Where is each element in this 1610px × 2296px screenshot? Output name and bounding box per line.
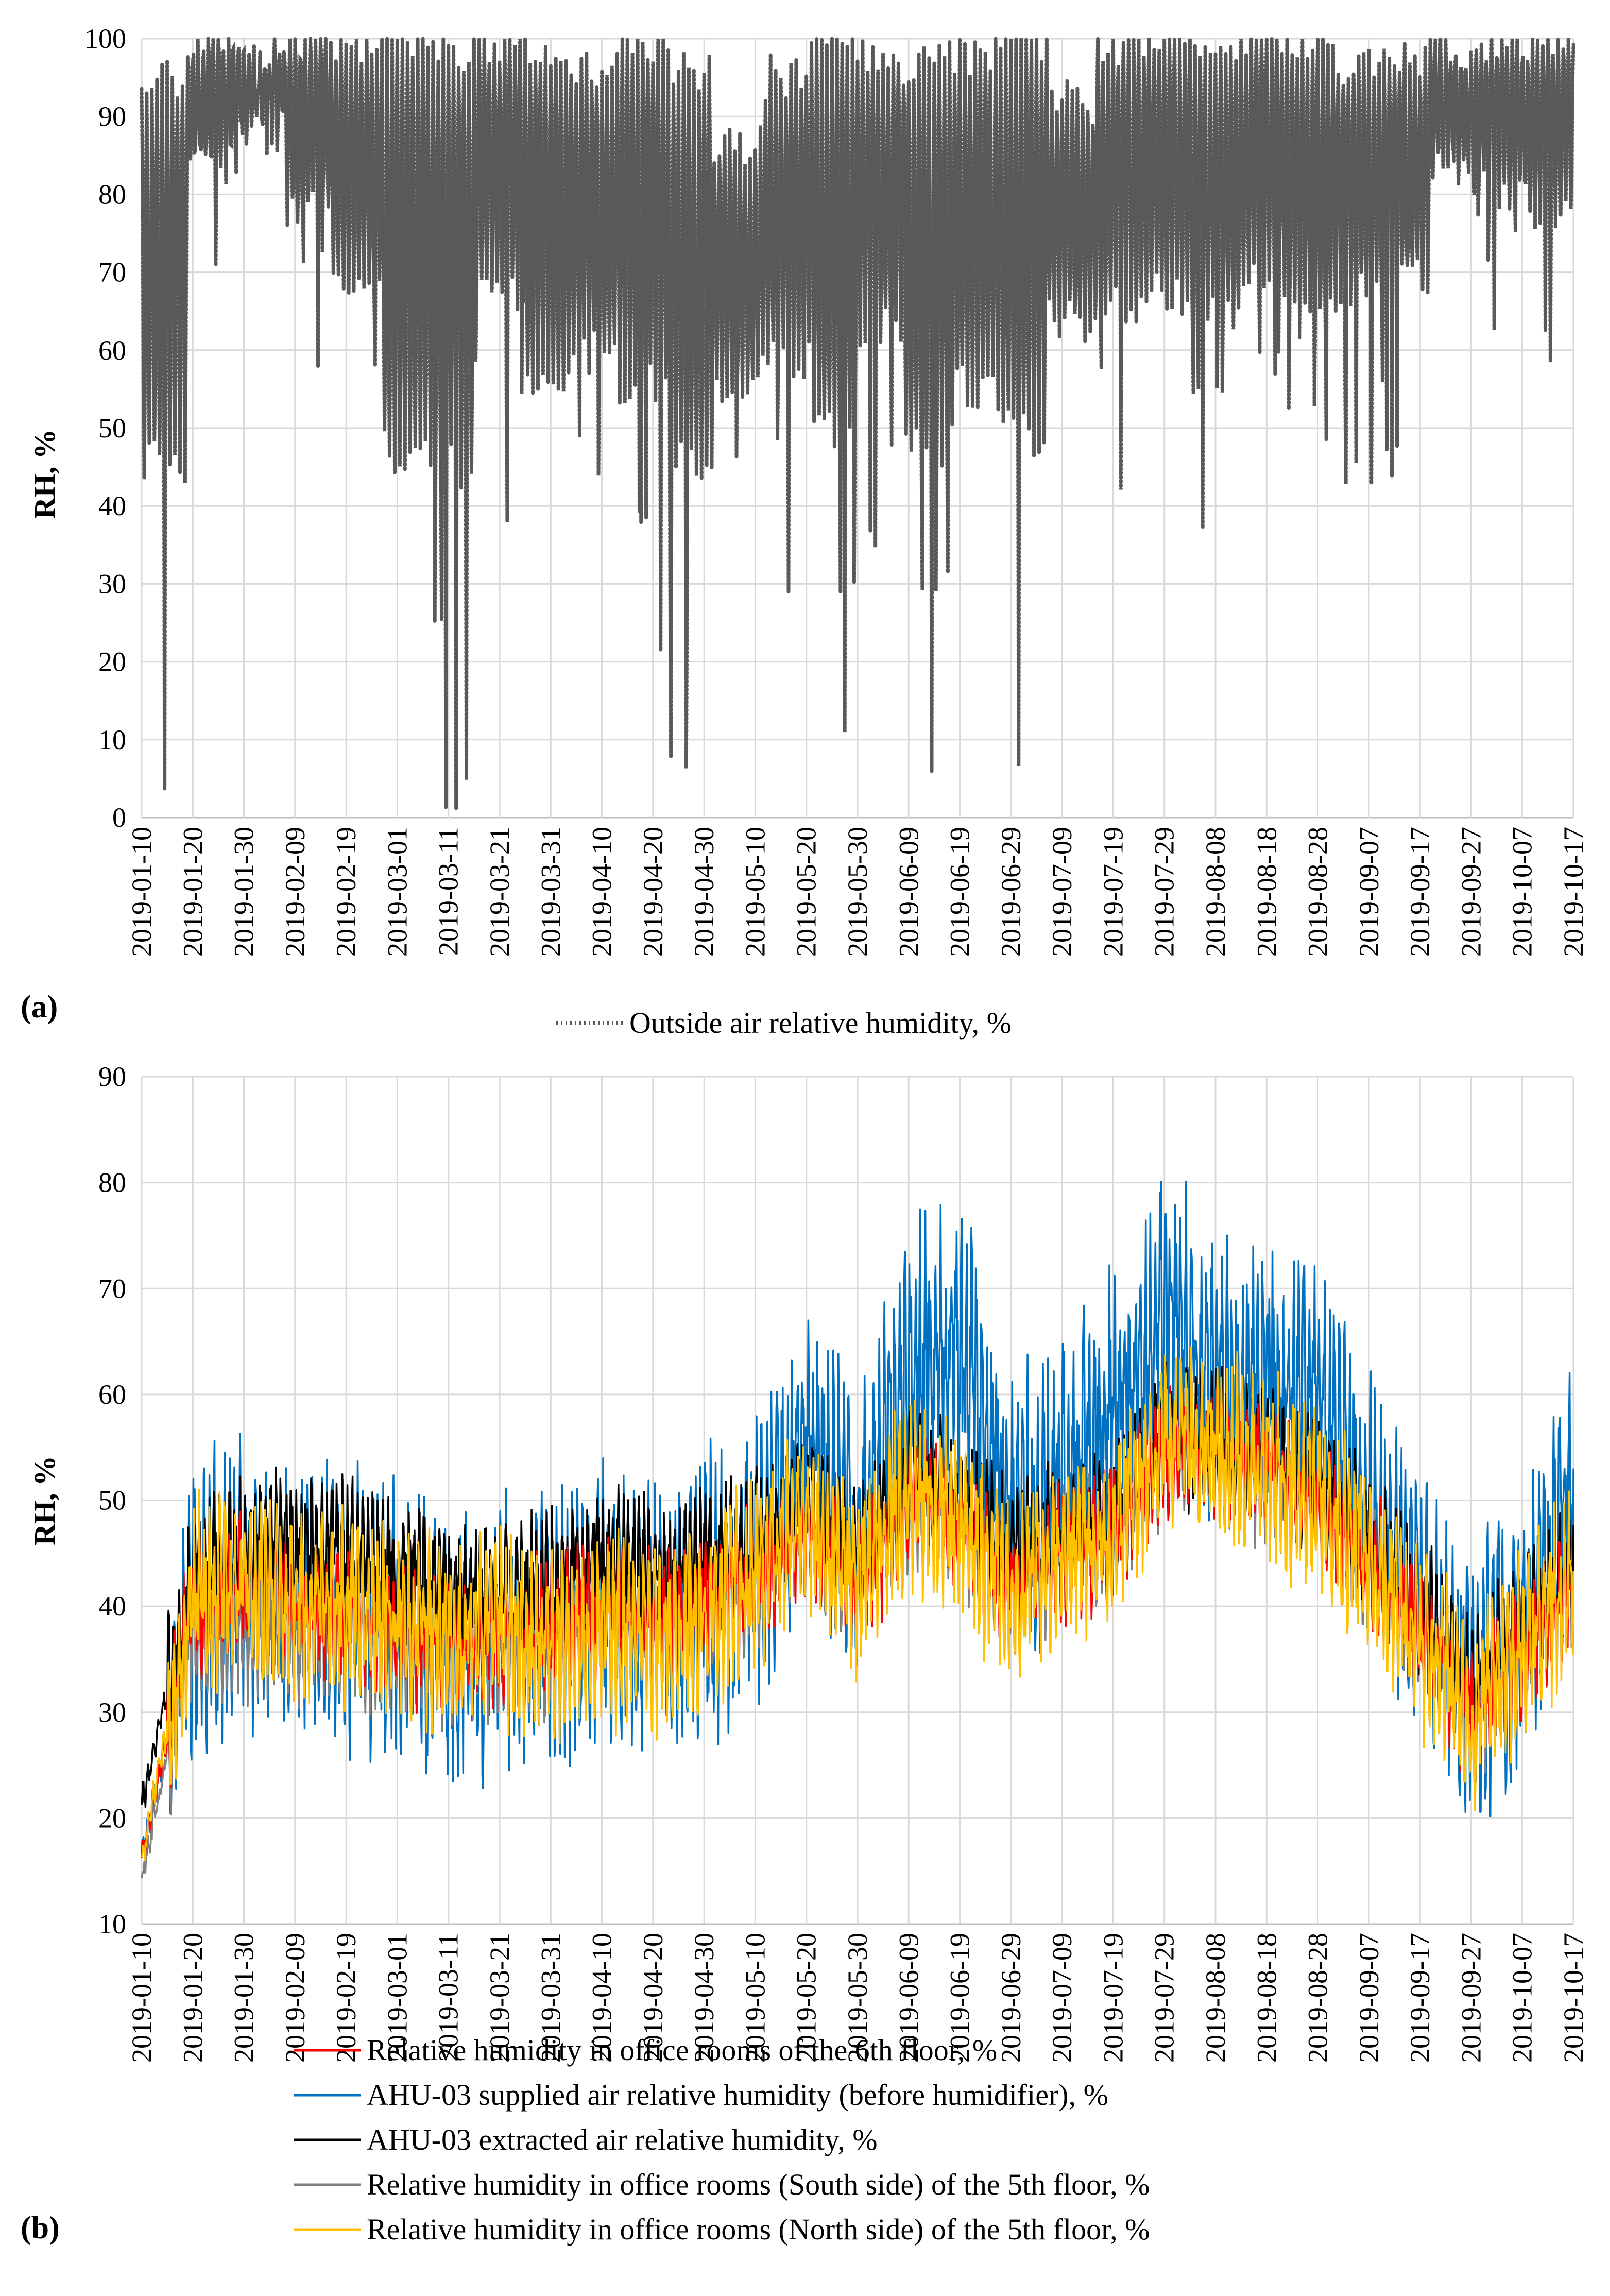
x-tick-label: 2019-08-18	[1251, 827, 1282, 957]
x-tick-label: 2019-05-20	[791, 1933, 822, 2063]
y-tick-label: 10	[98, 1909, 126, 1940]
x-tick-label: 2019-01-20	[177, 1933, 208, 2063]
x-tick-label: 2019-04-30	[689, 827, 720, 957]
x-tick-label: 2019-07-09	[1047, 827, 1077, 957]
x-tick-label: 2019-03-11	[433, 1933, 464, 2062]
x-tick-label: 2019-04-10	[587, 827, 618, 957]
x-tick-label: 2019-01-10	[126, 1933, 157, 2063]
y-tick-label: 90	[98, 101, 126, 132]
x-tick-label: 2019-05-20	[791, 827, 822, 957]
y-tick-label: 70	[98, 257, 126, 288]
y-axis-title-a: RH, %	[28, 429, 61, 519]
legend-label-ahu-03-extracted-air-relative-humidity: AHU-03 extracted air relative humidity, …	[367, 2123, 878, 2156]
x-tick-label: 2019-06-29	[996, 1933, 1026, 2063]
x-tick-label: 2019-01-10	[126, 827, 157, 957]
legend-label-relative-humidity-in-office-rooms-of-the: Relative humidity in office rooms of the…	[367, 2033, 997, 2067]
x-tick-label: 2019-07-19	[1098, 1933, 1128, 2063]
y-tick-label: 10	[98, 724, 126, 755]
x-tick-label: 2019-04-30	[689, 1933, 720, 2063]
x-tick-label: 2019-03-01	[382, 1933, 413, 2063]
panel-label-b: (b)	[21, 2210, 60, 2246]
x-tick-label: 2019-04-20	[638, 827, 669, 957]
y-tick-label: 50	[98, 413, 126, 444]
x-tick-label: 2019-03-21	[484, 827, 515, 957]
legend-label-ahu-03-supplied-air-relative-humidity-be: AHU-03 supplied air relative humidity (b…	[367, 2078, 1108, 2112]
x-tick-label: 2019-10-17	[1558, 1933, 1589, 2063]
y-tick-label: 20	[98, 1802, 126, 1833]
x-tick-label: 2019-05-30	[842, 827, 873, 957]
panel-a: 0 10 20 30 40 50 60 70 80 90 100 2019-01-10 2019-01…	[21, 23, 1589, 1040]
x-tick-label: 2019-08-08	[1200, 827, 1231, 957]
y-tick-label: 90	[98, 1061, 126, 1092]
series-line-relative-humidity-in-office-rooms-north-	[141, 1346, 1574, 1861]
x-tick-label: 2019-05-30	[842, 1933, 873, 2063]
x-tick-label: 2019-03-31	[535, 827, 566, 957]
x-tick-label: 2019-03-31	[535, 1933, 566, 2063]
y-tick-label: 30	[98, 1697, 126, 1728]
x-tick-label: 2019-05-10	[740, 1933, 770, 2063]
x-tick-label: 2019-10-07	[1507, 1933, 1538, 2063]
x-tick-label: 2019-07-29	[1149, 827, 1180, 957]
x-tick-label: 2019-06-19	[945, 1933, 975, 2063]
panel-b: 10 20 30 40 50 60 70 80 90 2019-01-10 2019-01-20 2…	[21, 1061, 1589, 2246]
y-tick-label: 70	[98, 1273, 126, 1304]
x-tick-label: 2019-04-10	[587, 1933, 618, 2063]
x-tick-label: 2019-02-19	[331, 1933, 362, 2063]
legend-label-relative-humidity-in-office-rooms-south-: Relative humidity in office rooms (South…	[367, 2168, 1150, 2201]
x-tick-label: 2019-06-09	[893, 827, 924, 957]
x-tick-label: 2019-06-09	[893, 1933, 924, 2063]
panel-label-a: (a)	[21, 990, 58, 1025]
x-tick-label: 2019-04-20	[638, 1933, 669, 2063]
legend-a: Outside air relative humidity, %	[556, 1006, 1012, 1040]
x-tick-label: 2019-01-20	[177, 827, 208, 957]
x-tick-label: 2019-09-27	[1455, 1933, 1486, 2063]
x-tick-label: 2019-08-18	[1251, 1933, 1282, 2063]
x-tick-label: 2019-10-07	[1507, 827, 1538, 957]
x-tick-label: 2019-03-11	[433, 827, 464, 956]
y-tick-label: 50	[98, 1485, 126, 1516]
y-tick-label: 30	[98, 568, 126, 599]
x-tick-label: 2019-07-19	[1098, 827, 1128, 957]
x-tick-label: 2019-01-30	[229, 1933, 260, 2063]
x-tick-label: 2019-03-21	[484, 1933, 515, 2063]
y-tick-label: 20	[98, 647, 126, 677]
x-tick-label: 2019-10-17	[1558, 827, 1589, 957]
x-tick-label: 2019-05-10	[740, 827, 770, 957]
y-tick-label: 60	[98, 335, 126, 366]
x-tick-label: 2019-09-27	[1455, 827, 1486, 957]
y-tick-label: 60	[98, 1379, 126, 1410]
legend-b: Relative humidity in office rooms of the…	[294, 2033, 1150, 2246]
y-tick-label: 0	[112, 802, 126, 833]
x-tick-label: 2019-01-30	[229, 827, 260, 957]
x-tick-label: 2019-03-01	[382, 827, 413, 957]
series-line-outside-air-relative-humidity	[140, 38, 1575, 809]
x-tick-label: 2019-02-09	[280, 827, 311, 957]
x-tick-label: 2019-06-19	[945, 827, 975, 957]
legend-label-relative-humidity-in-office-rooms-north-: Relative humidity in office rooms (North…	[367, 2213, 1150, 2246]
x-tick-label: 2019-02-09	[280, 1933, 311, 2063]
y-tick-label: 40	[98, 490, 126, 521]
x-tick-label: 2019-09-07	[1354, 827, 1384, 957]
x-tick-label: 2019-08-08	[1200, 1933, 1231, 2063]
legend-label-outside-rh: Outside air relative humidity, %	[629, 1006, 1012, 1040]
y-tick-label: 80	[98, 179, 126, 210]
x-tick-label: 2019-02-19	[331, 827, 362, 957]
x-tick-label: 2019-06-29	[996, 827, 1026, 957]
y-axis-title-b: RH, %	[28, 1456, 61, 1545]
y-tick-label: 40	[98, 1591, 126, 1622]
x-tick-label: 2019-09-17	[1405, 827, 1435, 957]
x-tick-label: 2019-09-07	[1354, 1933, 1384, 2063]
x-tick-label: 2019-08-28	[1303, 1933, 1333, 2063]
y-tick-label: 80	[98, 1167, 126, 1198]
x-tick-label: 2019-07-29	[1149, 1933, 1180, 2063]
x-tick-label: 2019-09-17	[1405, 1933, 1435, 2063]
x-tick-label: 2019-07-09	[1047, 1933, 1077, 2063]
x-tick-label: 2019-08-28	[1303, 827, 1333, 957]
y-tick-label: 100	[84, 23, 126, 54]
